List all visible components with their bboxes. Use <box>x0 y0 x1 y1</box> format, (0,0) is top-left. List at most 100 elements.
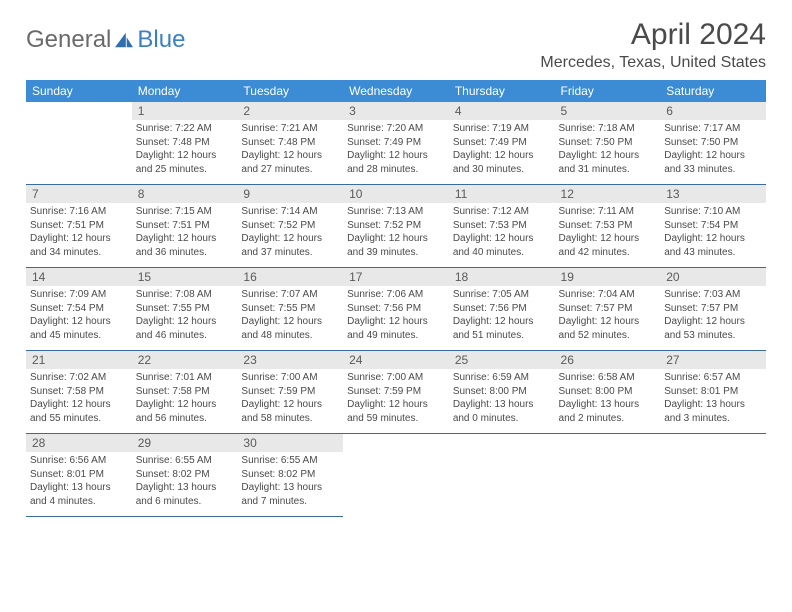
day-body: Sunrise: 6:55 AMSunset: 8:02 PMDaylight:… <box>237 452 343 516</box>
day-number: 9 <box>237 185 343 203</box>
day-body: Sunrise: 6:57 AMSunset: 8:01 PMDaylight:… <box>660 369 766 433</box>
day-number: 25 <box>449 351 555 369</box>
day-number: 28 <box>26 434 132 452</box>
day-cell: 24Sunrise: 7:00 AMSunset: 7:59 PMDayligh… <box>343 351 449 434</box>
day-number: 7 <box>26 185 132 203</box>
day-body: Sunrise: 7:00 AMSunset: 7:59 PMDaylight:… <box>343 369 449 433</box>
day-cell: 30Sunrise: 6:55 AMSunset: 8:02 PMDayligh… <box>237 434 343 517</box>
location-label: Mercedes, Texas, United States <box>540 54 766 72</box>
day-number <box>449 434 555 452</box>
day-number: 18 <box>449 268 555 286</box>
day-cell: 20Sunrise: 7:03 AMSunset: 7:57 PMDayligh… <box>660 268 766 351</box>
day-cell: 14Sunrise: 7:09 AMSunset: 7:54 PMDayligh… <box>26 268 132 351</box>
calendar-table: SundayMondayTuesdayWednesdayThursdayFrid… <box>26 80 766 517</box>
day-number: 21 <box>26 351 132 369</box>
day-number: 11 <box>449 185 555 203</box>
day-cell: 29Sunrise: 6:55 AMSunset: 8:02 PMDayligh… <box>132 434 238 517</box>
day-body: Sunrise: 7:07 AMSunset: 7:55 PMDaylight:… <box>237 286 343 350</box>
day-body: Sunrise: 7:02 AMSunset: 7:58 PMDaylight:… <box>26 369 132 433</box>
sail-icon <box>113 31 135 49</box>
day-cell: 12Sunrise: 7:11 AMSunset: 7:53 PMDayligh… <box>555 185 661 268</box>
month-title: April 2024 <box>540 18 766 52</box>
day-cell: 10Sunrise: 7:13 AMSunset: 7:52 PMDayligh… <box>343 185 449 268</box>
brand-logo: General Blue <box>26 18 185 54</box>
week-row: 14Sunrise: 7:09 AMSunset: 7:54 PMDayligh… <box>26 268 766 351</box>
day-cell: 3Sunrise: 7:20 AMSunset: 7:49 PMDaylight… <box>343 102 449 185</box>
day-cell: 18Sunrise: 7:05 AMSunset: 7:56 PMDayligh… <box>449 268 555 351</box>
day-header-cell: Monday <box>132 80 238 102</box>
day-body: Sunrise: 7:19 AMSunset: 7:49 PMDaylight:… <box>449 120 555 184</box>
day-body <box>26 120 132 178</box>
day-cell: 9Sunrise: 7:14 AMSunset: 7:52 PMDaylight… <box>237 185 343 268</box>
day-header-cell: Tuesday <box>237 80 343 102</box>
day-cell: 8Sunrise: 7:15 AMSunset: 7:51 PMDaylight… <box>132 185 238 268</box>
day-cell <box>555 434 661 517</box>
day-body: Sunrise: 7:04 AMSunset: 7:57 PMDaylight:… <box>555 286 661 350</box>
day-body <box>449 452 555 510</box>
day-body: Sunrise: 6:56 AMSunset: 8:01 PMDaylight:… <box>26 452 132 516</box>
day-body <box>343 452 449 510</box>
day-header-cell: Wednesday <box>343 80 449 102</box>
day-body: Sunrise: 7:20 AMSunset: 7:49 PMDaylight:… <box>343 120 449 184</box>
day-number: 19 <box>555 268 661 286</box>
day-cell <box>343 434 449 517</box>
day-body: Sunrise: 7:05 AMSunset: 7:56 PMDaylight:… <box>449 286 555 350</box>
day-number: 20 <box>660 268 766 286</box>
day-number: 1 <box>132 102 238 120</box>
day-number <box>660 434 766 452</box>
day-cell: 26Sunrise: 6:58 AMSunset: 8:00 PMDayligh… <box>555 351 661 434</box>
day-cell: 25Sunrise: 6:59 AMSunset: 8:00 PMDayligh… <box>449 351 555 434</box>
day-body: Sunrise: 7:06 AMSunset: 7:56 PMDaylight:… <box>343 286 449 350</box>
day-number <box>343 434 449 452</box>
day-number: 6 <box>660 102 766 120</box>
day-body: Sunrise: 7:13 AMSunset: 7:52 PMDaylight:… <box>343 203 449 267</box>
day-number: 2 <box>237 102 343 120</box>
day-number: 22 <box>132 351 238 369</box>
day-cell: 2Sunrise: 7:21 AMSunset: 7:48 PMDaylight… <box>237 102 343 185</box>
day-number: 3 <box>343 102 449 120</box>
day-cell: 27Sunrise: 6:57 AMSunset: 8:01 PMDayligh… <box>660 351 766 434</box>
day-body: Sunrise: 7:10 AMSunset: 7:54 PMDaylight:… <box>660 203 766 267</box>
day-number: 15 <box>132 268 238 286</box>
brand-part2: Blue <box>137 26 185 54</box>
day-cell: 17Sunrise: 7:06 AMSunset: 7:56 PMDayligh… <box>343 268 449 351</box>
week-row: 21Sunrise: 7:02 AMSunset: 7:58 PMDayligh… <box>26 351 766 434</box>
day-cell: 28Sunrise: 6:56 AMSunset: 8:01 PMDayligh… <box>26 434 132 517</box>
day-number: 26 <box>555 351 661 369</box>
day-header-cell: Saturday <box>660 80 766 102</box>
day-body: Sunrise: 7:11 AMSunset: 7:53 PMDaylight:… <box>555 203 661 267</box>
day-number <box>555 434 661 452</box>
day-number: 4 <box>449 102 555 120</box>
day-number: 5 <box>555 102 661 120</box>
day-cell: 13Sunrise: 7:10 AMSunset: 7:54 PMDayligh… <box>660 185 766 268</box>
week-row: 1Sunrise: 7:22 AMSunset: 7:48 PMDaylight… <box>26 102 766 185</box>
day-body: Sunrise: 7:17 AMSunset: 7:50 PMDaylight:… <box>660 120 766 184</box>
day-cell: 16Sunrise: 7:07 AMSunset: 7:55 PMDayligh… <box>237 268 343 351</box>
day-body: Sunrise: 7:12 AMSunset: 7:53 PMDaylight:… <box>449 203 555 267</box>
day-number: 29 <box>132 434 238 452</box>
day-body: Sunrise: 7:01 AMSunset: 7:58 PMDaylight:… <box>132 369 238 433</box>
day-cell <box>26 102 132 185</box>
day-body: Sunrise: 7:00 AMSunset: 7:59 PMDaylight:… <box>237 369 343 433</box>
day-cell: 23Sunrise: 7:00 AMSunset: 7:59 PMDayligh… <box>237 351 343 434</box>
day-body: Sunrise: 7:08 AMSunset: 7:55 PMDaylight:… <box>132 286 238 350</box>
day-number: 17 <box>343 268 449 286</box>
day-body: Sunrise: 6:58 AMSunset: 8:00 PMDaylight:… <box>555 369 661 433</box>
day-body: Sunrise: 7:09 AMSunset: 7:54 PMDaylight:… <box>26 286 132 350</box>
day-number: 27 <box>660 351 766 369</box>
day-cell: 4Sunrise: 7:19 AMSunset: 7:49 PMDaylight… <box>449 102 555 185</box>
day-cell: 7Sunrise: 7:16 AMSunset: 7:51 PMDaylight… <box>26 185 132 268</box>
day-number <box>26 102 132 120</box>
week-row: 28Sunrise: 6:56 AMSunset: 8:01 PMDayligh… <box>26 434 766 517</box>
day-number: 23 <box>237 351 343 369</box>
day-body: Sunrise: 7:21 AMSunset: 7:48 PMDaylight:… <box>237 120 343 184</box>
day-body: Sunrise: 7:18 AMSunset: 7:50 PMDaylight:… <box>555 120 661 184</box>
day-cell: 1Sunrise: 7:22 AMSunset: 7:48 PMDaylight… <box>132 102 238 185</box>
day-header-cell: Sunday <box>26 80 132 102</box>
day-body: Sunrise: 6:59 AMSunset: 8:00 PMDaylight:… <box>449 369 555 433</box>
day-number: 12 <box>555 185 661 203</box>
day-body <box>660 452 766 510</box>
day-number: 14 <box>26 268 132 286</box>
day-header-cell: Thursday <box>449 80 555 102</box>
day-cell <box>660 434 766 517</box>
